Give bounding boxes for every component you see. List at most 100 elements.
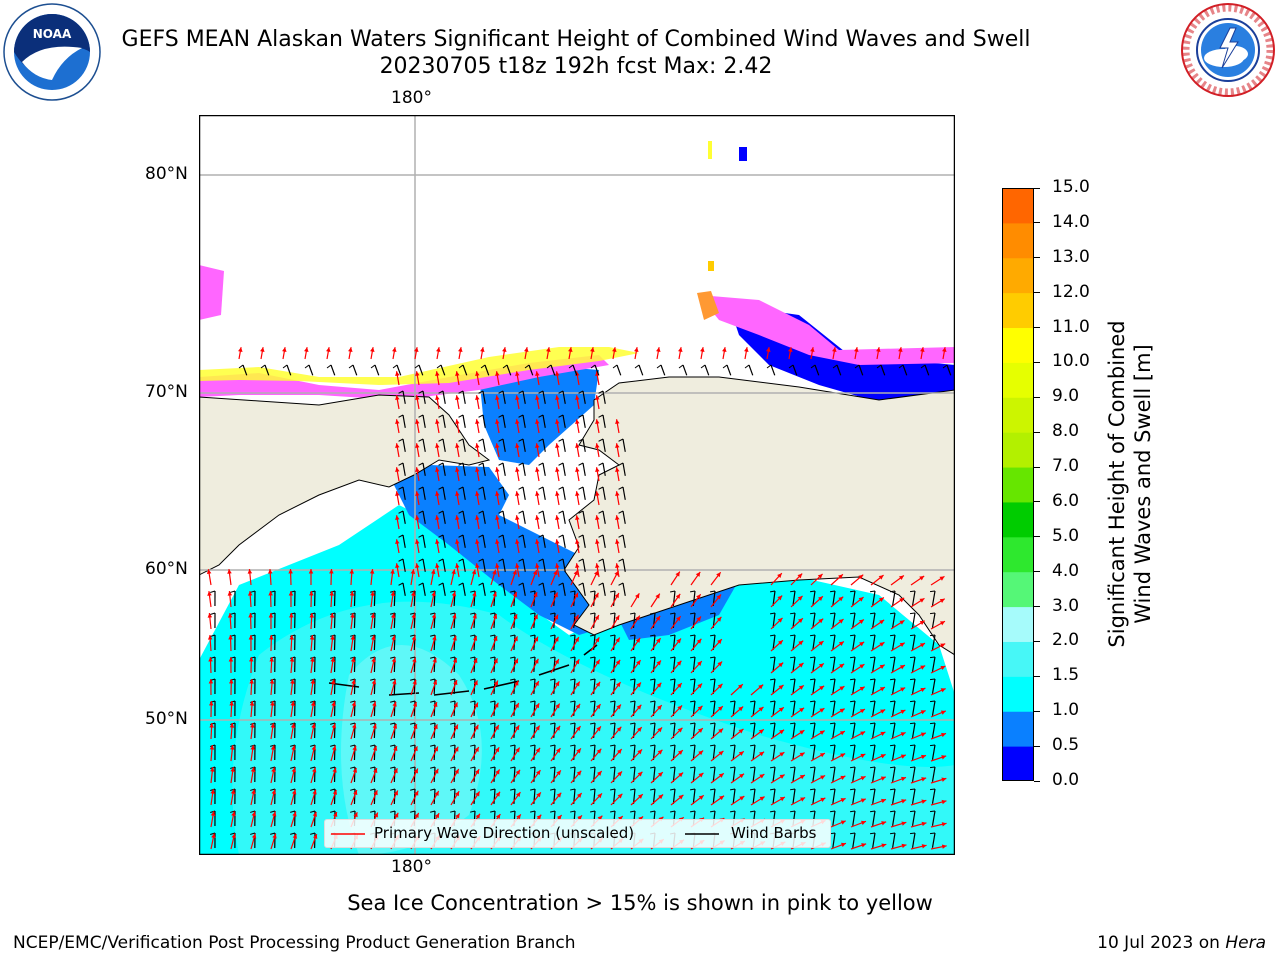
wave-arrow-head	[536, 792, 541, 798]
wave-arrow-head	[595, 681, 601, 687]
wind-barb-flag	[558, 534, 564, 538]
wave-arrow-head	[370, 613, 376, 618]
wind-barb-flag	[570, 788, 576, 791]
wave-arrow-head	[473, 658, 478, 664]
wind-barb	[513, 700, 516, 717]
wind-barb-flag	[478, 510, 484, 514]
wave-arrow-head	[308, 569, 314, 574]
wind-barb-flag	[809, 590, 816, 593]
wind-barb-flag	[769, 810, 776, 813]
wind-barb	[352, 364, 358, 376]
wind-barb	[542, 390, 546, 404]
wave-arrow-head	[309, 591, 314, 596]
wind-barb-flag	[590, 590, 596, 593]
wave-arrow-head	[615, 419, 620, 424]
wind-barb	[692, 766, 696, 782]
wind-barb	[522, 414, 526, 428]
wave-arrow-head	[860, 798, 866, 803]
wind-barb-flag	[590, 810, 596, 813]
wave-arrow-head	[474, 746, 479, 752]
wind-barb-flag	[649, 810, 656, 813]
wave-arrow-head	[514, 725, 520, 731]
wind-barb	[924, 364, 930, 376]
wind-barb	[612, 590, 616, 606]
wave-arrow-head	[637, 794, 643, 799]
footer-date: 10 Jul 2023 on	[1097, 933, 1226, 953]
wind-barb-flag	[410, 744, 416, 747]
wind-barb	[792, 656, 796, 672]
wind-barb	[502, 414, 506, 428]
wind-barb	[482, 558, 486, 572]
wind-barb-flag	[250, 832, 256, 835]
wind-barb	[931, 634, 936, 650]
wind-barb-flag	[649, 634, 656, 637]
wave-arrow-head	[940, 643, 946, 648]
wave-arrow-head	[719, 795, 725, 801]
wave-arrow-head	[920, 347, 925, 352]
wave-arrow-head	[657, 727, 663, 733]
wind-barb	[911, 744, 916, 760]
wind-barb-flag	[538, 534, 544, 538]
wind-barb-flag	[729, 700, 736, 703]
wave-arrow-head	[657, 705, 662, 710]
wave-arrow-head	[637, 771, 643, 777]
wave-arrow-head	[881, 821, 887, 826]
wind-barb	[572, 364, 578, 376]
wind-barb	[812, 788, 816, 804]
wind-barb	[911, 612, 916, 628]
wave-arrow-head	[372, 701, 377, 707]
wind-barb-flag	[729, 788, 736, 791]
wind-barb-flag	[510, 612, 516, 615]
siberia-land	[199, 394, 491, 576]
wind-barb-flag	[678, 364, 684, 369]
wave-arrow-head	[455, 515, 460, 520]
wind-barb-flag	[370, 722, 376, 725]
wind-barb-flag	[829, 722, 836, 725]
wind-barb-flag	[350, 766, 356, 769]
wind-barb	[712, 722, 716, 738]
wind-barb-flag	[410, 590, 416, 593]
wave-arrow-head	[861, 820, 866, 826]
wave-arrow-head	[475, 491, 480, 496]
wind-barb	[832, 744, 836, 760]
noaa-logo: NOAA	[3, 3, 101, 101]
wave-arrow-head	[475, 467, 480, 472]
wind-barb-flag	[498, 438, 504, 442]
wave-arrow-head	[854, 347, 859, 352]
wind-barb-flag	[546, 364, 552, 369]
wind-barb	[562, 486, 566, 500]
wind-barb	[442, 582, 446, 596]
wave-arrow-head	[330, 657, 336, 662]
wave-arrow-head	[921, 777, 927, 782]
wave-arrow-head	[495, 443, 500, 448]
wind-barb	[692, 744, 696, 760]
wind-barb-flag	[480, 364, 486, 369]
wave-arrow-head	[415, 371, 420, 376]
wave-arrow-head	[292, 811, 297, 817]
colorbar-tick-mark	[1034, 675, 1040, 677]
wave-arrow-head	[575, 515, 580, 520]
wave-arrow-head	[568, 347, 573, 352]
wind-barb-flag	[849, 766, 856, 769]
wind-barb	[602, 414, 606, 428]
wind-barb-flag	[590, 700, 596, 703]
wind-barb	[502, 390, 506, 404]
wind-barb	[493, 700, 496, 717]
wave-arrow-head	[839, 708, 845, 713]
wind-barb	[502, 582, 506, 596]
wind-barb	[911, 590, 916, 606]
wind-barb-flag	[390, 678, 396, 681]
wind-barb	[502, 438, 506, 452]
colorbar-segment	[1002, 432, 1034, 468]
wave-arrow-head	[455, 491, 460, 496]
wind-barb-flag	[809, 612, 816, 615]
wave-arrow-head	[311, 723, 316, 729]
wave-arrow-head	[575, 491, 580, 496]
wind-barb-flag	[832, 364, 838, 369]
wind-barb-flag	[392, 364, 398, 369]
wind-barb	[353, 612, 356, 629]
wave-arrow-head	[596, 771, 602, 776]
wave-arrow-head	[332, 789, 337, 795]
wind-barb	[752, 788, 756, 804]
wave-arrow-head	[231, 811, 236, 817]
